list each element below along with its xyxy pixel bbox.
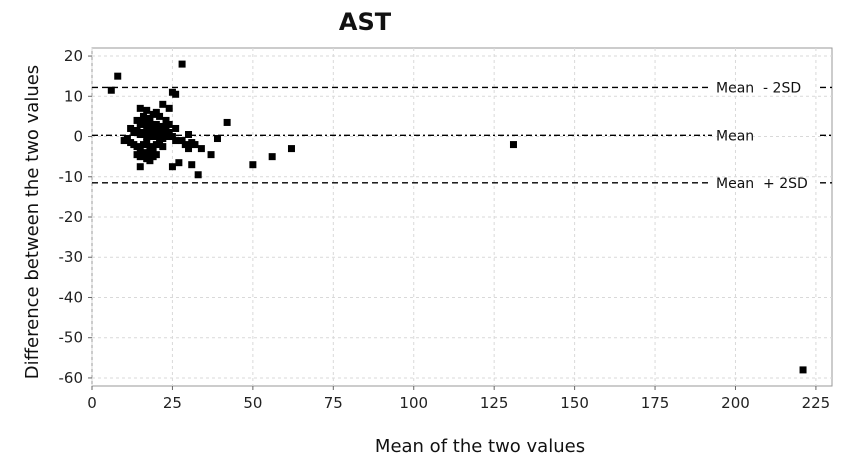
data-point [165,104,173,112]
data-point [143,139,151,147]
data-point [139,112,147,120]
data-point [152,151,160,159]
data-point [213,135,221,143]
y-axis-label: Difference between the two values [22,65,43,379]
data-point [143,133,151,141]
y-tick-label: -20 [59,208,84,226]
data-point [175,159,183,167]
data-point [197,145,205,153]
data-point [178,60,186,68]
plot-frame [91,47,833,387]
data-point [162,116,170,124]
data-point [799,366,807,374]
chart-title: AST [339,8,392,36]
x-tick-label: 50 [243,394,262,412]
axis-ticks: 0 25 50 75 100 125 150 175 200 22520100-10-20-30-… [59,47,831,412]
x-tick-label: 175 [641,394,670,412]
x-tick-label: 75 [324,394,343,412]
data-point [139,129,147,136]
x-tick-label: 25 [163,394,182,412]
data-point [172,137,180,145]
y-tick-label: 20 [64,47,83,65]
x-tick-label: 0 [87,394,97,412]
data-point [133,116,141,124]
x-tick-label: 100 [399,394,428,412]
data-point [159,122,167,130]
data-point [165,129,173,136]
x-tick-label: 225 [802,394,831,412]
data-point [136,145,144,153]
y-tick-label: -10 [59,168,84,186]
data-point [178,137,186,145]
reference-lines: Mean - 2SD Mean Mean + 2SD [92,80,832,192]
data-point [207,151,215,159]
data-point [146,157,154,165]
data-point [159,100,167,108]
data-point [287,145,295,153]
data-point [136,104,144,112]
data-point [136,163,144,171]
data-point [152,120,160,128]
data-point [249,161,257,169]
data-point [114,72,122,80]
y-tick-label: -60 [59,369,84,387]
x-tick-label: 200 [721,394,750,412]
data-point [172,124,180,132]
data-point [168,163,176,171]
data-point [156,112,164,120]
data-point [188,161,196,169]
data-point [139,149,147,157]
data-point [149,145,157,153]
data-point [156,137,164,145]
data-point [181,141,189,149]
data-point [146,129,154,136]
reference-line-label: Mean [716,128,754,144]
data-point [133,126,141,134]
data-point [149,133,157,141]
data-point [139,118,147,126]
data-point [149,124,157,132]
y-tick-label: 10 [64,87,83,105]
data-point [159,143,167,151]
reference-line-label: Mean + 2SD [716,176,808,192]
data-point [509,141,517,149]
data-point [146,149,154,157]
x-tick-label: 150 [560,394,589,412]
data-point [185,131,193,139]
reference-line-label: Mean - 2SD [716,80,801,96]
data-point [165,120,173,128]
data-point [107,86,115,94]
y-tick-label: -30 [59,248,84,266]
data-point [143,106,151,114]
data-point [172,90,180,98]
data-point [127,124,135,132]
data-point [185,145,193,153]
data-point [152,141,160,149]
data-point [194,171,202,179]
data-points [107,60,807,374]
grid-lines [91,48,832,386]
y-tick-label: -40 [59,288,84,306]
data-point [146,120,154,128]
data-point [162,133,170,141]
x-axis-label: Mean of the two values [375,436,585,457]
x-tick-label: 125 [480,394,509,412]
data-point [149,110,157,118]
data-point [268,153,276,161]
y-tick-label: 0 [73,128,83,146]
y-tick-label: -50 [59,329,84,347]
data-point [191,141,199,149]
data-point [146,114,154,122]
data-point [136,153,144,161]
data-point [168,133,176,141]
data-point [223,118,231,126]
data-point [120,137,128,145]
data-point [156,131,164,139]
